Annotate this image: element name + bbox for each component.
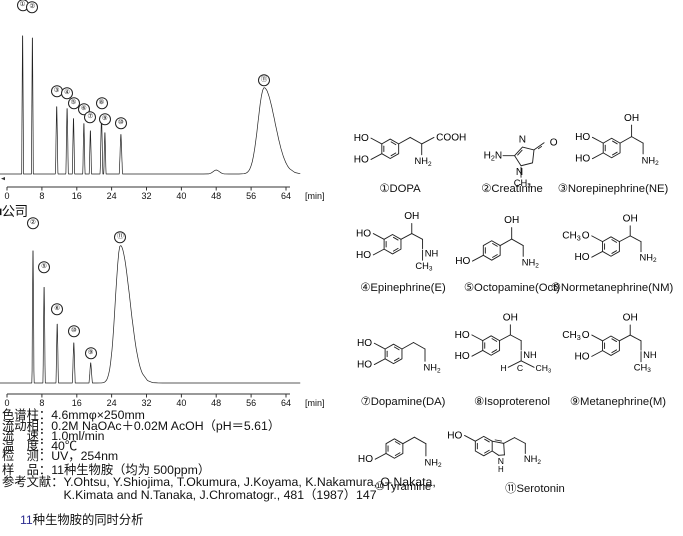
svg-text:NH2: NH2 (424, 363, 442, 375)
svg-text:C: C (517, 363, 523, 373)
svg-text:NH2: NH2 (524, 454, 542, 466)
svg-text:O: O (550, 138, 558, 149)
svg-text:OH: OH (623, 213, 638, 224)
svg-text:NH2: NH2 (424, 457, 442, 469)
svg-text:OH: OH (404, 211, 419, 222)
svg-text:HO: HO (356, 228, 371, 239)
svg-text:CH3: CH3 (562, 330, 581, 342)
svg-text:HO: HO (574, 351, 589, 362)
svg-text:NH2: NH2 (522, 258, 540, 270)
svg-text:OH: OH (503, 312, 518, 323)
svg-text:COOH: COOH (436, 132, 466, 143)
svg-text:CH3: CH3 (634, 362, 652, 374)
svg-text:HO: HO (455, 330, 470, 341)
svg-text:NH: NH (643, 350, 657, 360)
svg-text:N: N (498, 456, 504, 466)
svg-text:HO: HO (447, 430, 462, 441)
svg-text:HO: HO (574, 252, 589, 263)
svg-text:H2N: H2N (484, 151, 503, 163)
svg-text:NH: NH (523, 350, 537, 360)
svg-text:NH2: NH2 (415, 156, 433, 168)
svg-text:HO: HO (354, 154, 369, 165)
svg-text:HO: HO (357, 338, 372, 349)
svg-text:NH2: NH2 (640, 252, 658, 264)
svg-text:N: N (519, 135, 526, 146)
svg-text:HO: HO (455, 351, 470, 362)
svg-text:HO: HO (575, 154, 590, 165)
svg-text:HO: HO (354, 133, 369, 144)
svg-text:OH: OH (623, 313, 638, 324)
svg-text:H: H (501, 363, 507, 373)
svg-text:CH3: CH3 (536, 363, 552, 375)
svg-text:NH2: NH2 (642, 155, 660, 167)
svg-text:O: O (582, 330, 590, 341)
svg-text:NH: NH (425, 249, 439, 259)
svg-text:O: O (582, 231, 590, 242)
svg-text:HO: HO (358, 454, 373, 465)
svg-text:HO: HO (356, 250, 371, 261)
svg-text:N: N (516, 167, 523, 178)
svg-text:OH: OH (624, 113, 639, 124)
svg-text:CH3: CH3 (415, 261, 433, 273)
svg-text:OH: OH (504, 215, 519, 226)
svg-text:H: H (498, 465, 504, 474)
svg-text:HO: HO (575, 132, 590, 143)
svg-text:HO: HO (455, 256, 470, 267)
svg-text:CH3: CH3 (562, 231, 581, 243)
svg-text:HO: HO (357, 359, 372, 370)
